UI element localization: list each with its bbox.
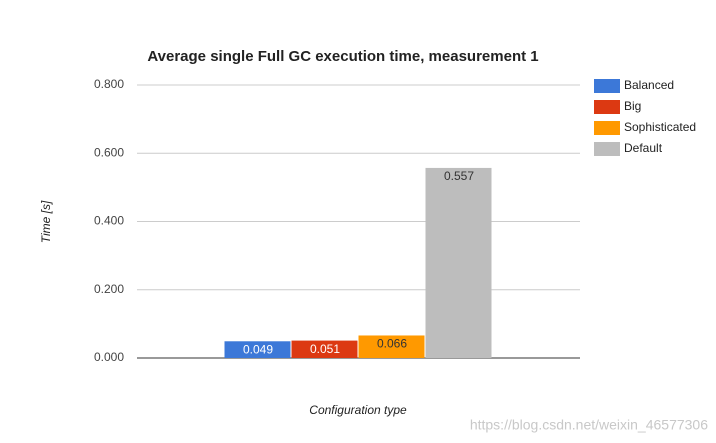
legend-swatch [594, 79, 620, 93]
legend-label: Default [624, 141, 663, 155]
y-tick-label: 0.000 [94, 350, 124, 364]
legend-swatch [594, 121, 620, 135]
bar [291, 340, 358, 358]
legend-label: Sophisticated [624, 120, 696, 134]
bar [425, 167, 492, 358]
value-label: 0.557 [444, 169, 474, 183]
chart-title: Average single Full GC execution time, m… [147, 48, 538, 65]
y-tick-label: 0.400 [94, 214, 124, 228]
x-axis-label: Configuration type [309, 403, 407, 417]
y-axis-label: Time [s] [39, 200, 53, 243]
bar [224, 341, 291, 358]
legend-label: Balanced [624, 78, 674, 92]
legend-swatch [594, 142, 620, 156]
value-label: 0.066 [377, 337, 407, 351]
watermark: https://blog.csdn.net/weixin_46577306 [470, 417, 708, 433]
y-tick-label: 0.200 [94, 282, 124, 296]
value-label: 0.051 [310, 342, 340, 356]
legend-swatch [594, 100, 620, 114]
bar [358, 335, 425, 358]
legend-label: Big [624, 99, 641, 113]
y-tick-label: 0.800 [94, 77, 124, 91]
value-label: 0.049 [243, 342, 273, 356]
y-tick-label: 0.600 [94, 145, 124, 159]
